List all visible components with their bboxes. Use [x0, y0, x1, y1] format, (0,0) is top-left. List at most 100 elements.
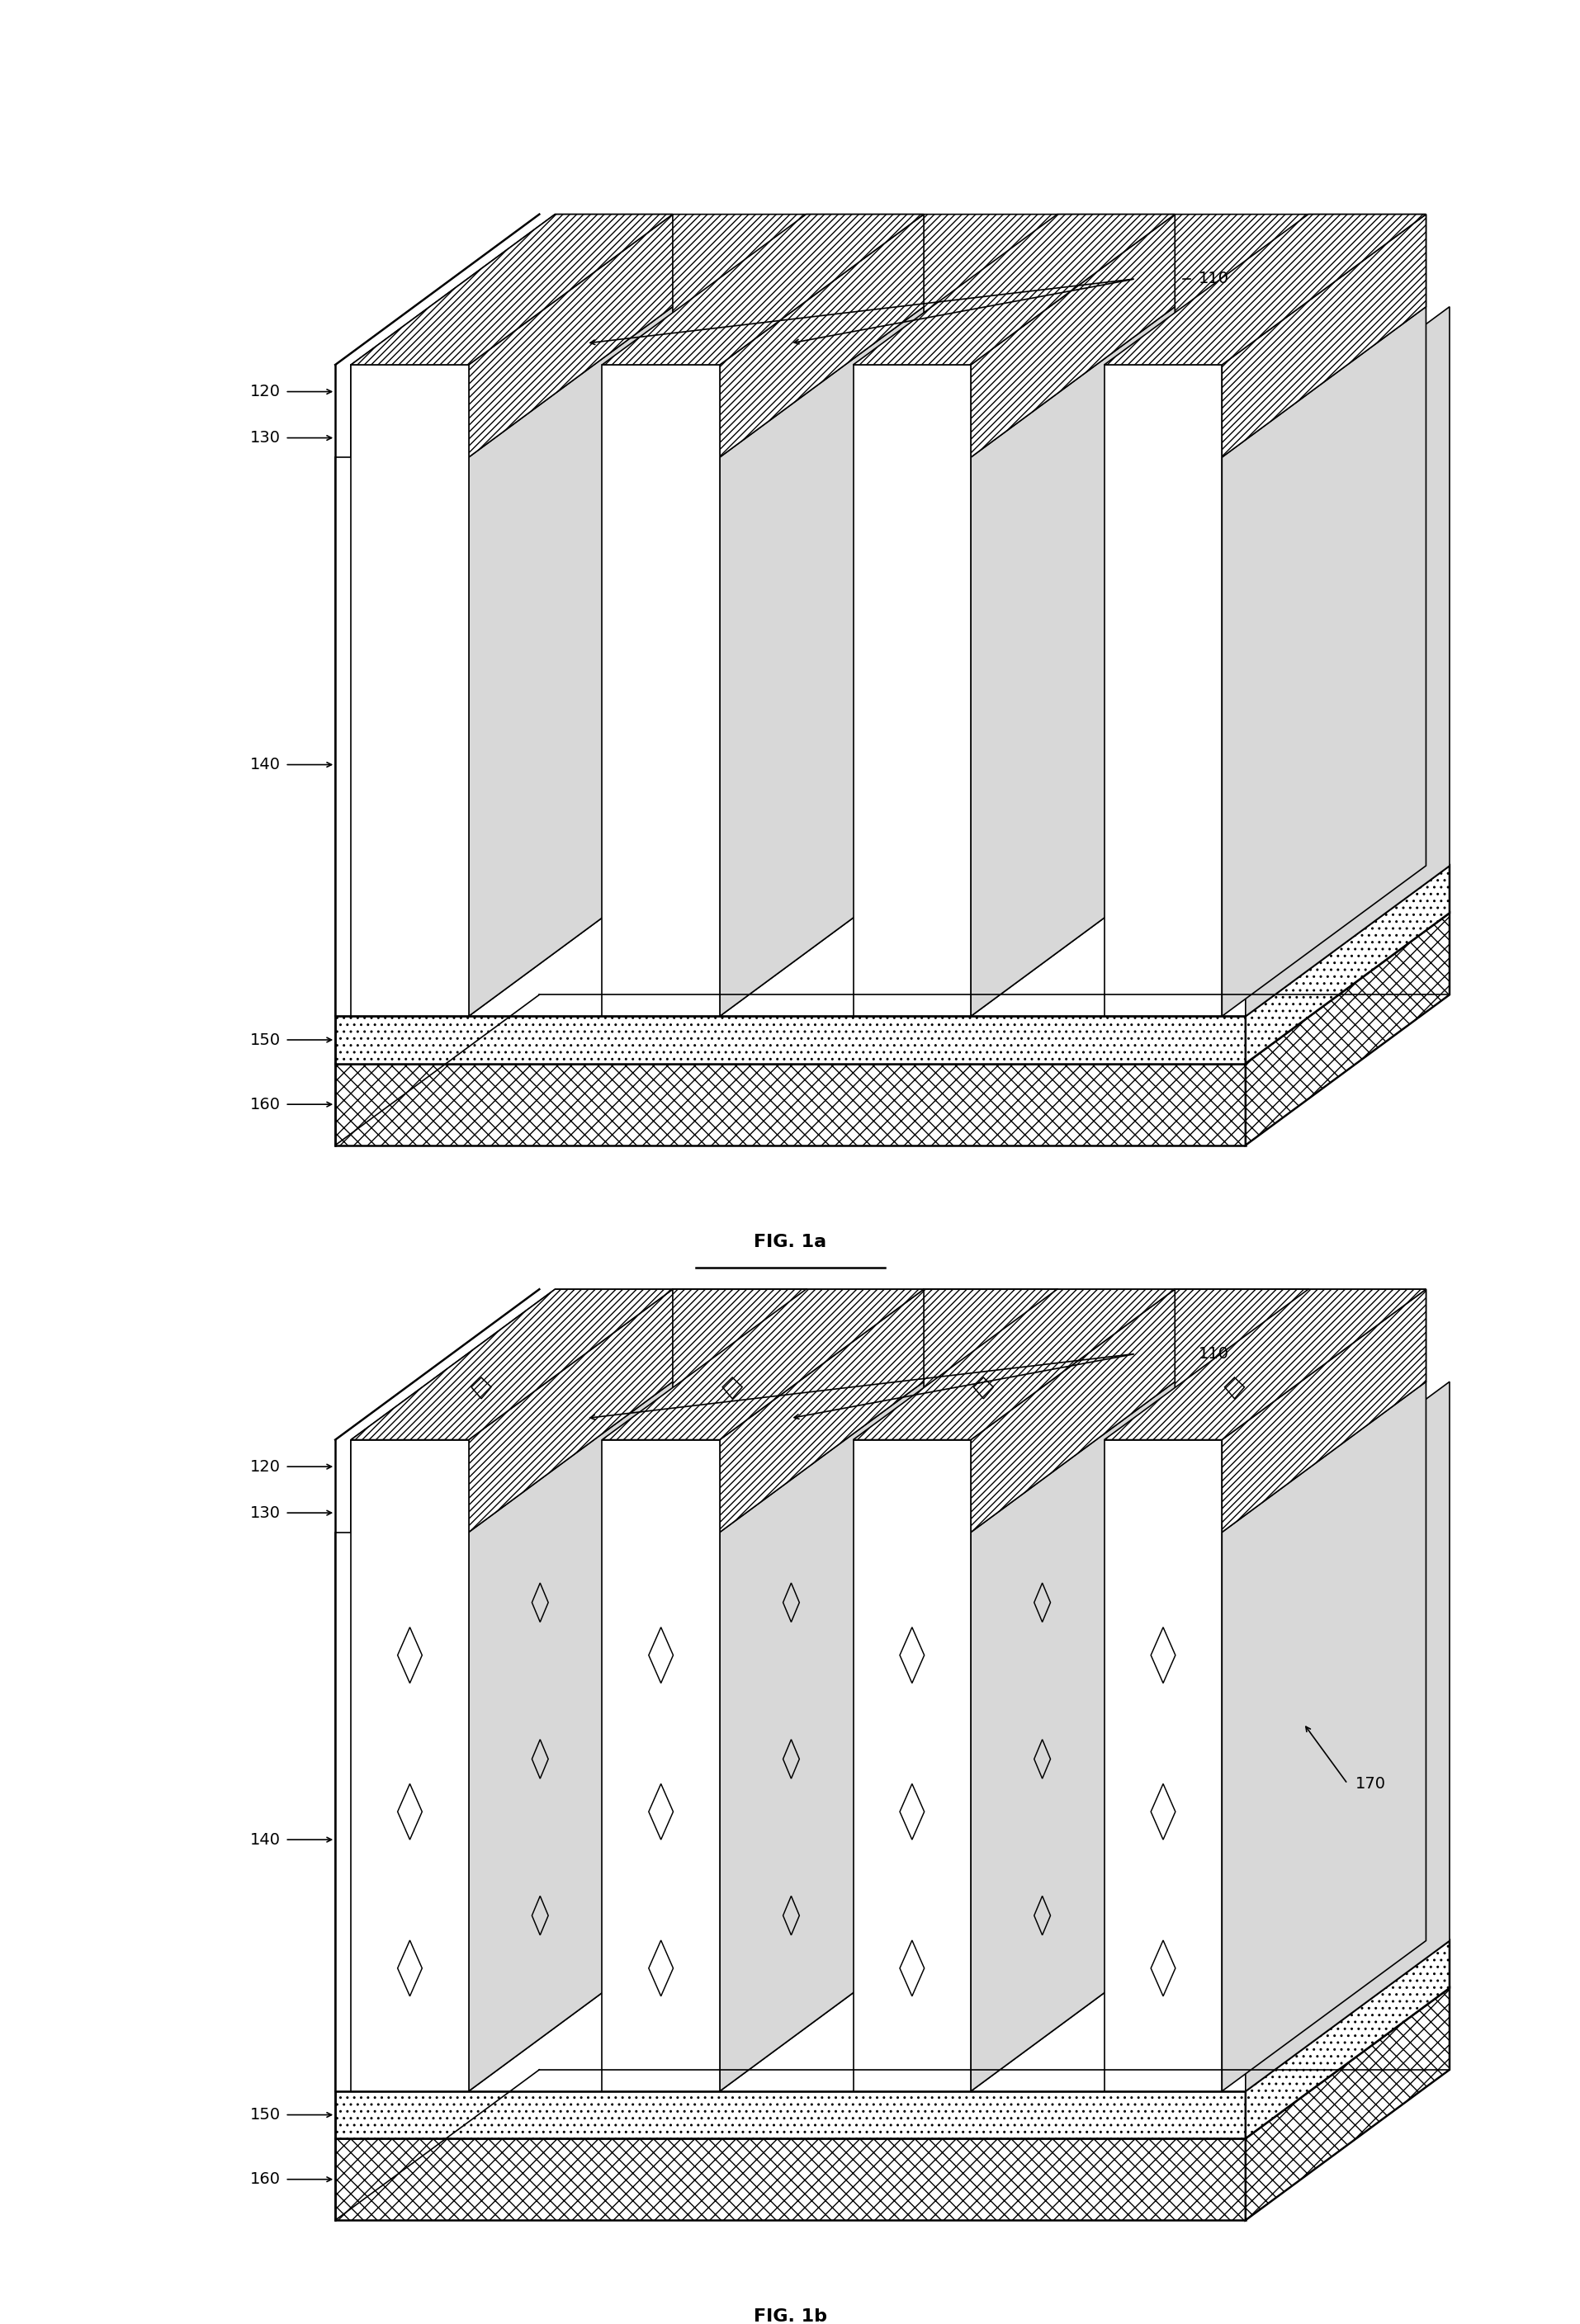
Polygon shape	[1221, 307, 1425, 1016]
Polygon shape	[1150, 1941, 1176, 1996]
Polygon shape	[1150, 1627, 1176, 1683]
Polygon shape	[899, 1627, 924, 1683]
Polygon shape	[853, 1290, 1174, 1441]
Polygon shape	[1033, 1738, 1049, 1778]
Polygon shape	[1245, 307, 1449, 1016]
Text: 170: 170	[1354, 1776, 1386, 1792]
Polygon shape	[1104, 1441, 1221, 2092]
Polygon shape	[970, 1383, 1174, 2092]
Polygon shape	[531, 1896, 548, 1936]
Polygon shape	[351, 214, 1425, 365]
Polygon shape	[335, 2138, 1245, 2219]
Polygon shape	[673, 214, 806, 867]
Polygon shape	[335, 2092, 1245, 2138]
Polygon shape	[351, 1290, 673, 1441]
Polygon shape	[648, 1941, 673, 1996]
Text: 140: 140	[250, 758, 280, 772]
Polygon shape	[468, 1290, 673, 1532]
Polygon shape	[719, 214, 923, 458]
Polygon shape	[673, 1290, 806, 1941]
Polygon shape	[719, 1290, 923, 1532]
Polygon shape	[1033, 1583, 1049, 1622]
Polygon shape	[1174, 214, 1308, 867]
Polygon shape	[1104, 1290, 1425, 1441]
Polygon shape	[970, 307, 1174, 1016]
Polygon shape	[782, 1738, 799, 1778]
Polygon shape	[1245, 1941, 1449, 2138]
Polygon shape	[1221, 214, 1425, 458]
Polygon shape	[351, 1290, 1425, 1441]
Text: 140: 140	[250, 1831, 280, 1848]
Polygon shape	[351, 365, 468, 1016]
Polygon shape	[468, 1383, 673, 2092]
Polygon shape	[351, 1441, 468, 2092]
Text: 130: 130	[250, 430, 280, 446]
Polygon shape	[853, 214, 1174, 365]
Polygon shape	[923, 1290, 1057, 1941]
Polygon shape	[722, 1378, 743, 1399]
Text: 130: 130	[250, 1506, 280, 1520]
Polygon shape	[602, 1441, 719, 2092]
Polygon shape	[335, 913, 1449, 1064]
Polygon shape	[398, 1785, 422, 1841]
Polygon shape	[351, 1441, 1221, 1532]
Polygon shape	[648, 1785, 673, 1841]
Polygon shape	[398, 1941, 422, 1996]
Polygon shape	[335, 1532, 1245, 2092]
Polygon shape	[782, 1583, 799, 1622]
Polygon shape	[602, 214, 923, 365]
Polygon shape	[923, 214, 1057, 867]
Text: 160: 160	[250, 1097, 280, 1113]
Polygon shape	[1221, 1383, 1425, 2092]
Polygon shape	[351, 214, 673, 365]
Text: 150: 150	[250, 1032, 280, 1048]
Text: FIG. 1a: FIG. 1a	[754, 1234, 826, 1250]
Polygon shape	[973, 1378, 992, 1399]
Polygon shape	[468, 214, 673, 458]
Polygon shape	[1221, 214, 1425, 458]
Polygon shape	[648, 1627, 673, 1683]
Text: 120: 120	[250, 383, 280, 400]
Polygon shape	[899, 1785, 924, 1841]
Polygon shape	[853, 1441, 970, 2092]
Polygon shape	[471, 1378, 491, 1399]
Polygon shape	[398, 1627, 422, 1683]
Text: FIG. 1b: FIG. 1b	[754, 2308, 826, 2324]
Polygon shape	[970, 1290, 1174, 1532]
Polygon shape	[351, 365, 1221, 458]
Text: 110: 110	[1198, 1346, 1228, 1362]
Polygon shape	[1104, 214, 1425, 365]
Polygon shape	[1174, 1290, 1308, 1941]
Polygon shape	[335, 1064, 1245, 1146]
Polygon shape	[719, 1383, 923, 2092]
Polygon shape	[719, 307, 923, 1016]
Polygon shape	[335, 1016, 1245, 1064]
Polygon shape	[899, 1941, 924, 1996]
Polygon shape	[1221, 1290, 1425, 1532]
Text: 120: 120	[250, 1459, 280, 1473]
Polygon shape	[602, 1290, 923, 1441]
Polygon shape	[1245, 1987, 1449, 2219]
Polygon shape	[335, 1941, 1449, 2092]
Polygon shape	[1225, 1378, 1243, 1399]
Polygon shape	[602, 365, 719, 1016]
Polygon shape	[1245, 867, 1449, 1064]
Polygon shape	[335, 1987, 1449, 2138]
Text: 150: 150	[250, 2108, 280, 2122]
Text: 110: 110	[1198, 272, 1228, 286]
Polygon shape	[970, 214, 1174, 458]
Polygon shape	[1104, 365, 1221, 1016]
Polygon shape	[1245, 1383, 1449, 2092]
Text: 160: 160	[250, 2171, 280, 2187]
Polygon shape	[335, 458, 1245, 1016]
Polygon shape	[853, 365, 970, 1016]
Polygon shape	[531, 1583, 548, 1622]
Polygon shape	[782, 1896, 799, 1936]
Polygon shape	[1245, 913, 1449, 1146]
Polygon shape	[531, 1738, 548, 1778]
Polygon shape	[1150, 1785, 1176, 1841]
Polygon shape	[468, 307, 673, 1016]
Polygon shape	[1221, 1290, 1425, 1532]
Polygon shape	[335, 867, 1449, 1016]
Polygon shape	[1033, 1896, 1049, 1936]
